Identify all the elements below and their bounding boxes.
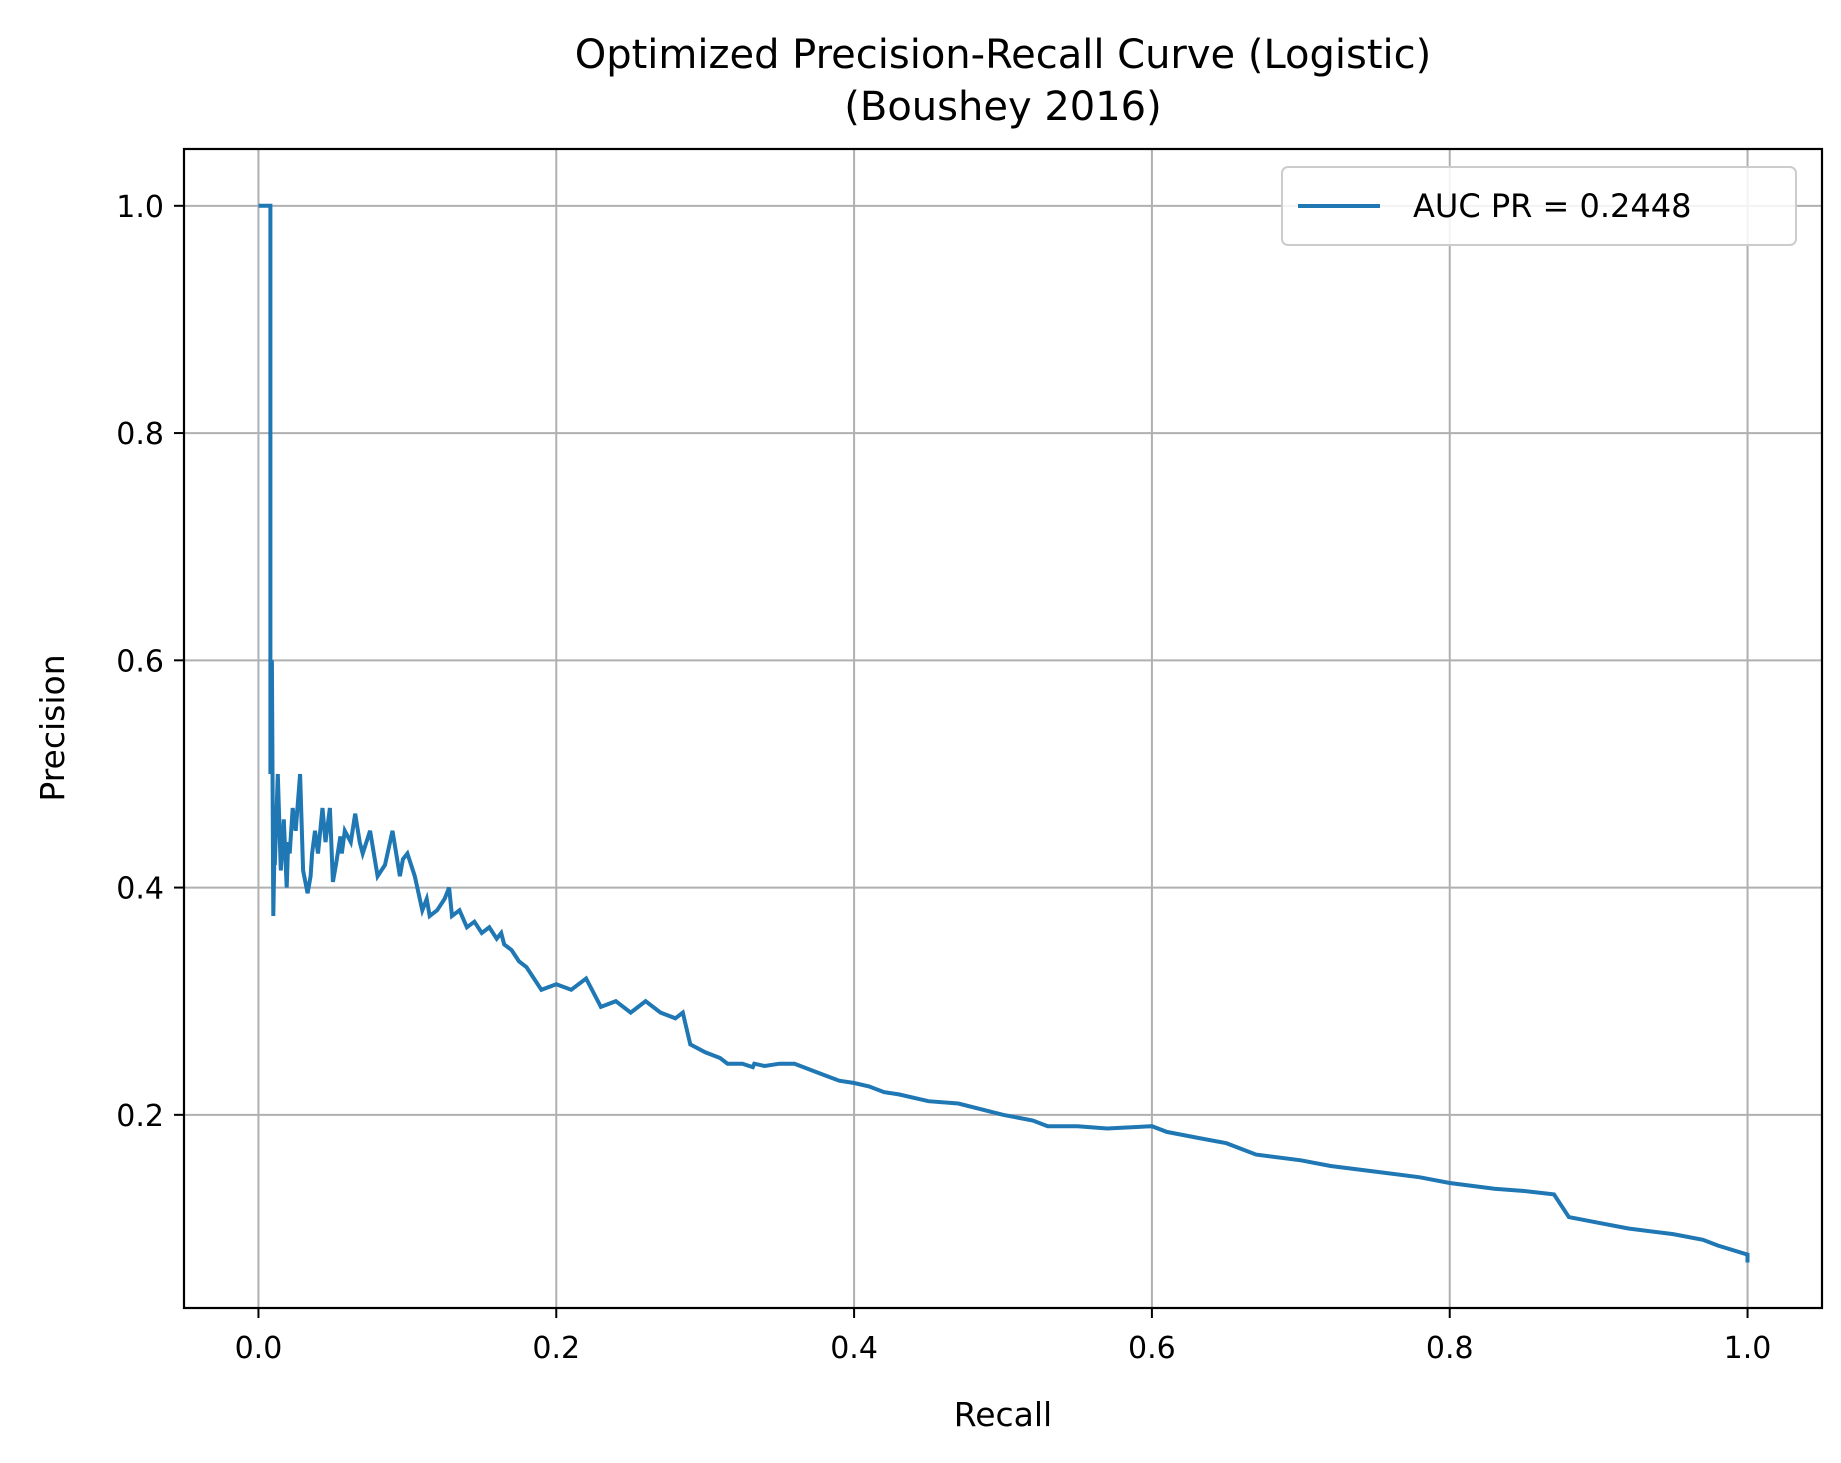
y-tick-label: 0.8: [116, 417, 164, 452]
legend-label: AUC PR = 0.2448: [1413, 187, 1691, 225]
series-line: [258, 203, 1750, 1263]
y-axis-label: Precision: [33, 654, 72, 801]
y-tick-label: 1.0: [116, 190, 164, 225]
y-tick-label: 0.6: [116, 644, 164, 679]
x-tick-label: 0.0: [235, 1331, 283, 1366]
x-tick-label: 0.8: [1426, 1331, 1474, 1366]
chart-title: Optimized Precision-Recall Curve (Logist…: [575, 32, 1432, 78]
plot-frame: [182, 147, 1824, 1310]
x-axis-label: Recall: [954, 1395, 1052, 1434]
axis-ticks: 0.0 0.2 0.4 0.6 0.8 1.0 0.2 0.4 0.6 0.8 1.0: [116, 190, 1771, 1366]
legend: AUC PR = 0.2448: [1281, 166, 1797, 246]
x-tick-label: 1.0: [1724, 1331, 1772, 1366]
y-tick-label: 0.4: [116, 872, 164, 907]
x-tick-label: 0.2: [532, 1331, 580, 1366]
y-tick-label: 0.2: [116, 1099, 164, 1134]
legend-box: [1281, 166, 1797, 246]
chart-subtitle: (Boushey 2016): [844, 84, 1161, 130]
x-tick-label: 0.6: [1128, 1331, 1176, 1366]
series-layer: [258, 203, 1750, 1263]
x-tick-label: 0.4: [830, 1331, 878, 1366]
